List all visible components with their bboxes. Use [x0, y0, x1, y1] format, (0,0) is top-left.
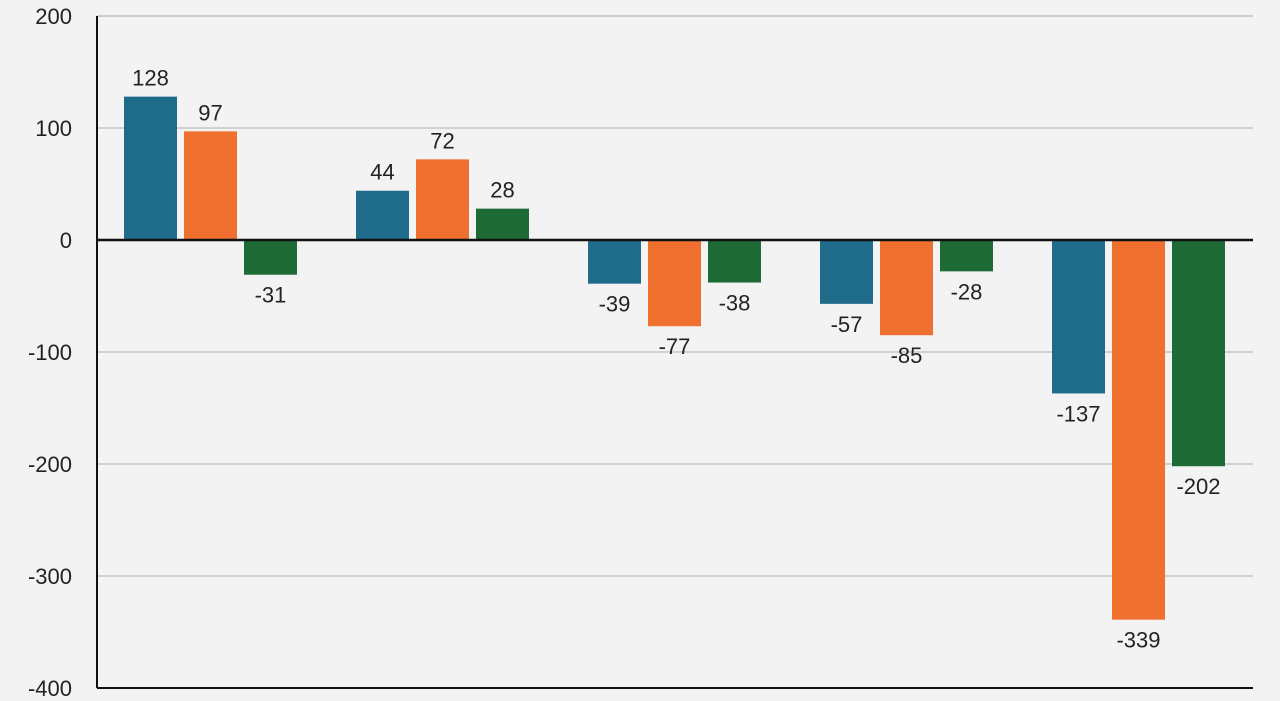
y-tick-label: -200 [28, 452, 72, 477]
y-tick-label: -100 [28, 340, 72, 365]
data-label: -202 [1176, 474, 1220, 499]
y-tick-label: 0 [60, 228, 72, 253]
data-label: -28 [951, 279, 983, 304]
data-label: 44 [370, 160, 394, 185]
data-labels: 128 44 -39 -57 -137 97 72 -77 -85 -339 -31 28 -38 -28… [132, 66, 1220, 653]
data-label: -77 [659, 334, 691, 359]
data-label: 72 [430, 128, 454, 153]
data-label: -85 [891, 343, 923, 368]
axes [96, 16, 1253, 689]
bar [416, 159, 469, 240]
data-label: -38 [719, 291, 751, 316]
y-tick-labels: 200 100 0 -100 -200 -300 -400 [28, 4, 72, 701]
data-label: -39 [599, 292, 631, 317]
bar [476, 208, 529, 240]
data-label: -137 [1056, 401, 1100, 426]
bar [244, 240, 297, 275]
bar [708, 240, 761, 283]
y-tick-label: -300 [28, 564, 72, 589]
data-label: -339 [1116, 628, 1160, 653]
data-label: 28 [490, 178, 514, 203]
data-label: -31 [255, 283, 287, 308]
bars [124, 96, 1225, 620]
bar [588, 240, 641, 284]
y-tick-label: -400 [28, 676, 72, 701]
bar [880, 240, 933, 336]
bar [124, 96, 177, 240]
y-tick-label: 200 [35, 4, 72, 29]
bar [648, 240, 701, 327]
data-label: 97 [198, 100, 222, 125]
bar [184, 131, 237, 240]
data-label: 128 [132, 66, 169, 91]
bar [1112, 240, 1165, 620]
bar [1172, 240, 1225, 467]
data-label: -57 [831, 312, 863, 337]
bar [1052, 240, 1105, 394]
bar [356, 190, 409, 240]
y-tick-label: 100 [35, 116, 72, 141]
gridlines [97, 15, 1253, 577]
bar [940, 240, 993, 272]
bar [820, 240, 873, 304]
